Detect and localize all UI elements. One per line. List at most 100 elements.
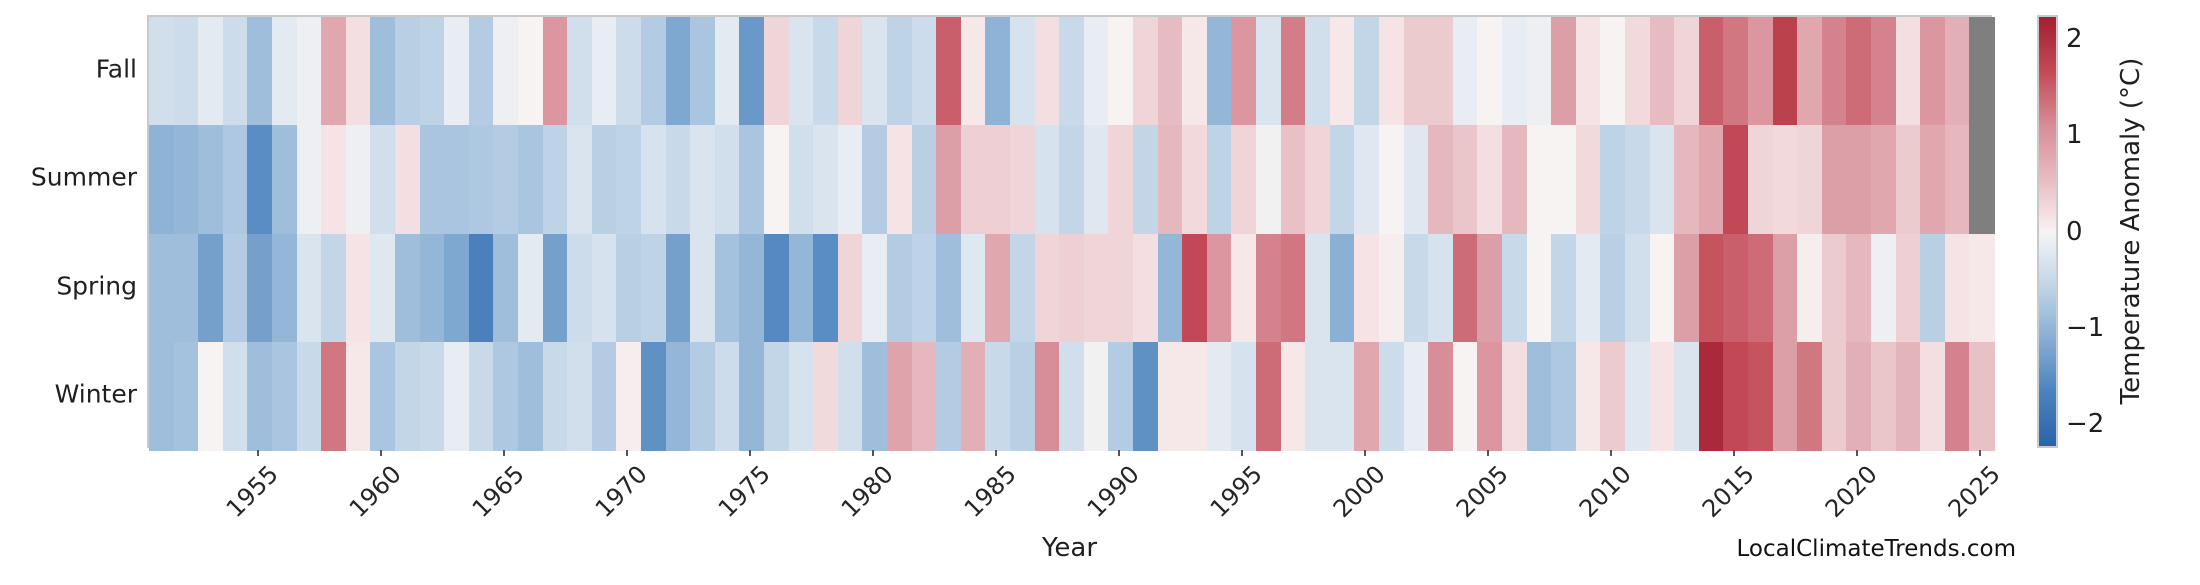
heatmap-cell [468,125,494,235]
heatmap-cell [1157,17,1183,126]
heatmap-cell [1797,17,1823,126]
x-tick-mark [1978,450,1981,456]
heatmap-cell [493,233,519,343]
heatmap-cell [813,233,839,343]
heatmap-cell [1698,233,1724,343]
heatmap-cell [936,233,962,343]
heatmap-cell [542,341,568,451]
heatmap-cell [419,341,445,451]
heatmap-cell [1133,233,1159,343]
x-tick-mark [1732,450,1735,456]
heatmap-cell [1649,17,1675,126]
heatmap-cell [1944,341,1970,451]
heatmap-cell [1895,341,1921,451]
heatmap-cell [247,17,273,126]
heatmap-cell [985,341,1011,451]
heatmap-cell [272,233,298,343]
heatmap-cell [1428,125,1454,235]
heatmap-plot-area [147,15,1995,451]
colorbar-tick-label: −2 [2066,408,2105,439]
heatmap-cell [591,125,617,235]
heatmap-cell [1600,125,1626,235]
heatmap-cell [296,233,322,343]
heatmap-cell [616,233,642,343]
colorbar-tick-label: 0 [2066,216,2083,247]
x-tick-mark [1609,450,1612,456]
heatmap-cell [1600,341,1626,451]
heatmap-cell [641,341,667,451]
heatmap-cell [1871,341,1897,451]
heatmap-cell [198,125,224,235]
heatmap-cell [1723,125,1749,235]
heatmap-cell [739,125,765,235]
heatmap-cell [1748,233,1774,343]
heatmap-cell [272,125,298,235]
x-tick-mark [256,450,259,456]
heatmap-cell [1772,341,1798,451]
x-tick-label: 1970 [589,460,653,523]
heatmap-cell [1329,125,1355,235]
heatmap-cell [739,17,765,126]
heatmap-cell [616,125,642,235]
heatmap-cell [1821,233,1847,343]
heatmap-cell [837,17,863,126]
heatmap-cell [1895,233,1921,343]
heatmap-cell [1231,17,1257,126]
heatmap-cell [1551,233,1577,343]
heatmap-cell [1969,17,1995,126]
heatmap-cell [1772,125,1798,235]
heatmap-cell [1698,17,1724,126]
heatmap-cell [1010,233,1036,343]
heatmap-cell [764,17,790,126]
heatmap-cell [1723,233,1749,343]
x-tick-mark [871,450,874,456]
heatmap-cell [1846,341,1872,451]
heatmap-cell [247,125,273,235]
heatmap-cell [985,125,1011,235]
heatmap-cell [444,125,470,235]
colorbar [2037,15,2058,448]
heatmap-cell [591,341,617,451]
x-axis-title: Year [1041,533,1098,563]
heatmap-cell [1010,17,1036,126]
heatmap-cell [1797,233,1823,343]
heatmap-cell [591,17,617,126]
heatmap-cell [1280,233,1306,343]
heatmap-cell [1206,125,1232,235]
heatmap-cell [1231,233,1257,343]
heatmap-cell [739,341,765,451]
x-tick-label: 2015 [1696,460,1760,523]
heatmap-cell [296,341,322,451]
heatmap-cell [345,341,371,451]
heatmap-cell [370,341,396,451]
heatmap-cell [1379,17,1405,126]
heatmap-cell [936,125,962,235]
heatmap-cell [1354,233,1380,343]
heatmap-cell [936,17,962,126]
heatmap-cell [1083,125,1109,235]
heatmap-cell [1920,341,1946,451]
heatmap-cell [1452,233,1478,343]
heatmap-cell [1625,341,1651,451]
heatmap-cell [1821,341,1847,451]
heatmap-cell [493,341,519,451]
heatmap-cell [321,341,347,451]
heatmap-cell [1477,233,1503,343]
heatmap-cell [1674,341,1700,451]
heatmap-cell [1502,233,1528,343]
y-tick-label-winter: Winter [54,379,137,409]
heatmap-cell [764,125,790,235]
heatmap-cell [788,125,814,235]
heatmap-cell [665,125,691,235]
heatmap-cell [1403,233,1429,343]
heatmap-cell [1403,341,1429,451]
heatmap-cell [1674,233,1700,343]
x-tick-mark [625,450,628,456]
heatmap-cell [1206,341,1232,451]
heatmap-cell [1206,233,1232,343]
heatmap-cell [518,341,544,451]
heatmap-cell [173,125,199,235]
heatmap-cell [1256,341,1282,451]
heatmap-cell [1674,17,1700,126]
